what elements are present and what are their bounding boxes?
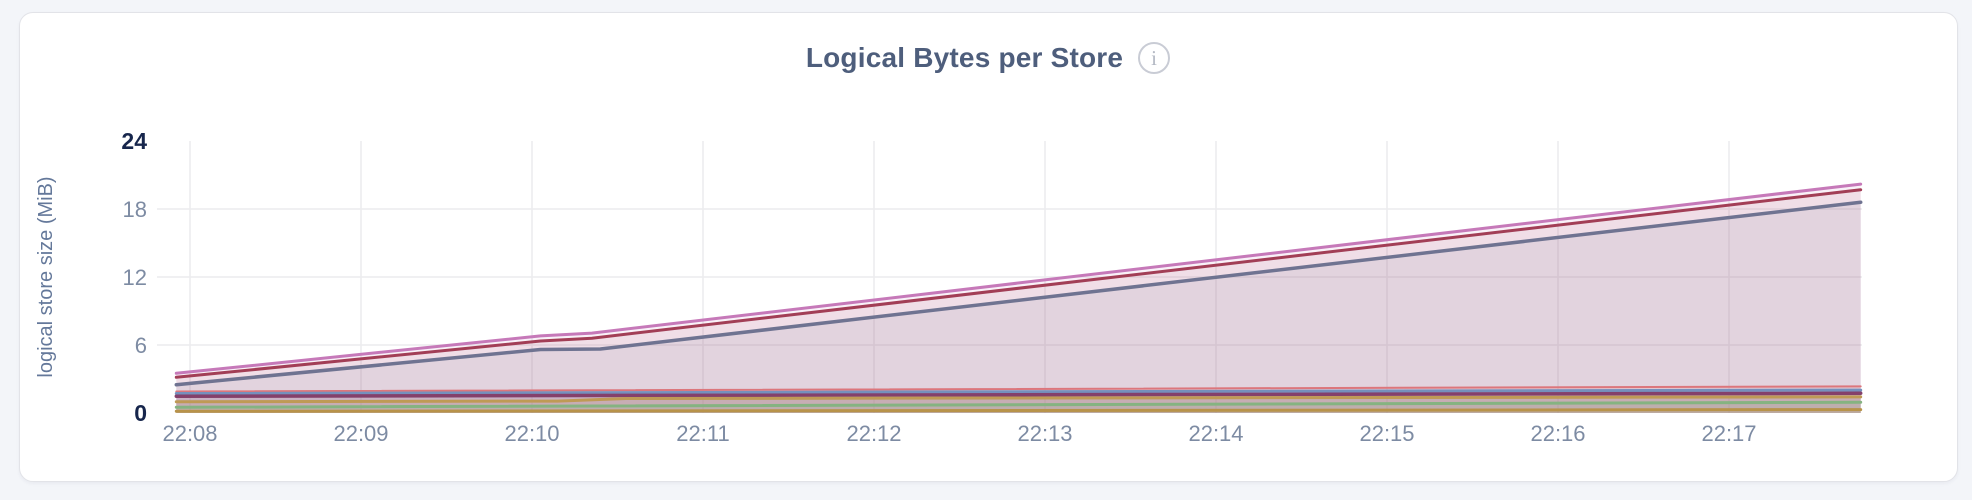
info-icon-graphic: i — [1138, 42, 1171, 74]
chart-title: Logical Bytes per Store — [805, 42, 1124, 73]
info-icon-glyph: i — [1151, 46, 1157, 70]
chart-header: Logical Bytes per Store i — [20, 13, 1957, 75]
info-icon[interactable]: i — [1137, 41, 1171, 75]
chart-plot-area[interactable] — [176, 141, 1862, 413]
